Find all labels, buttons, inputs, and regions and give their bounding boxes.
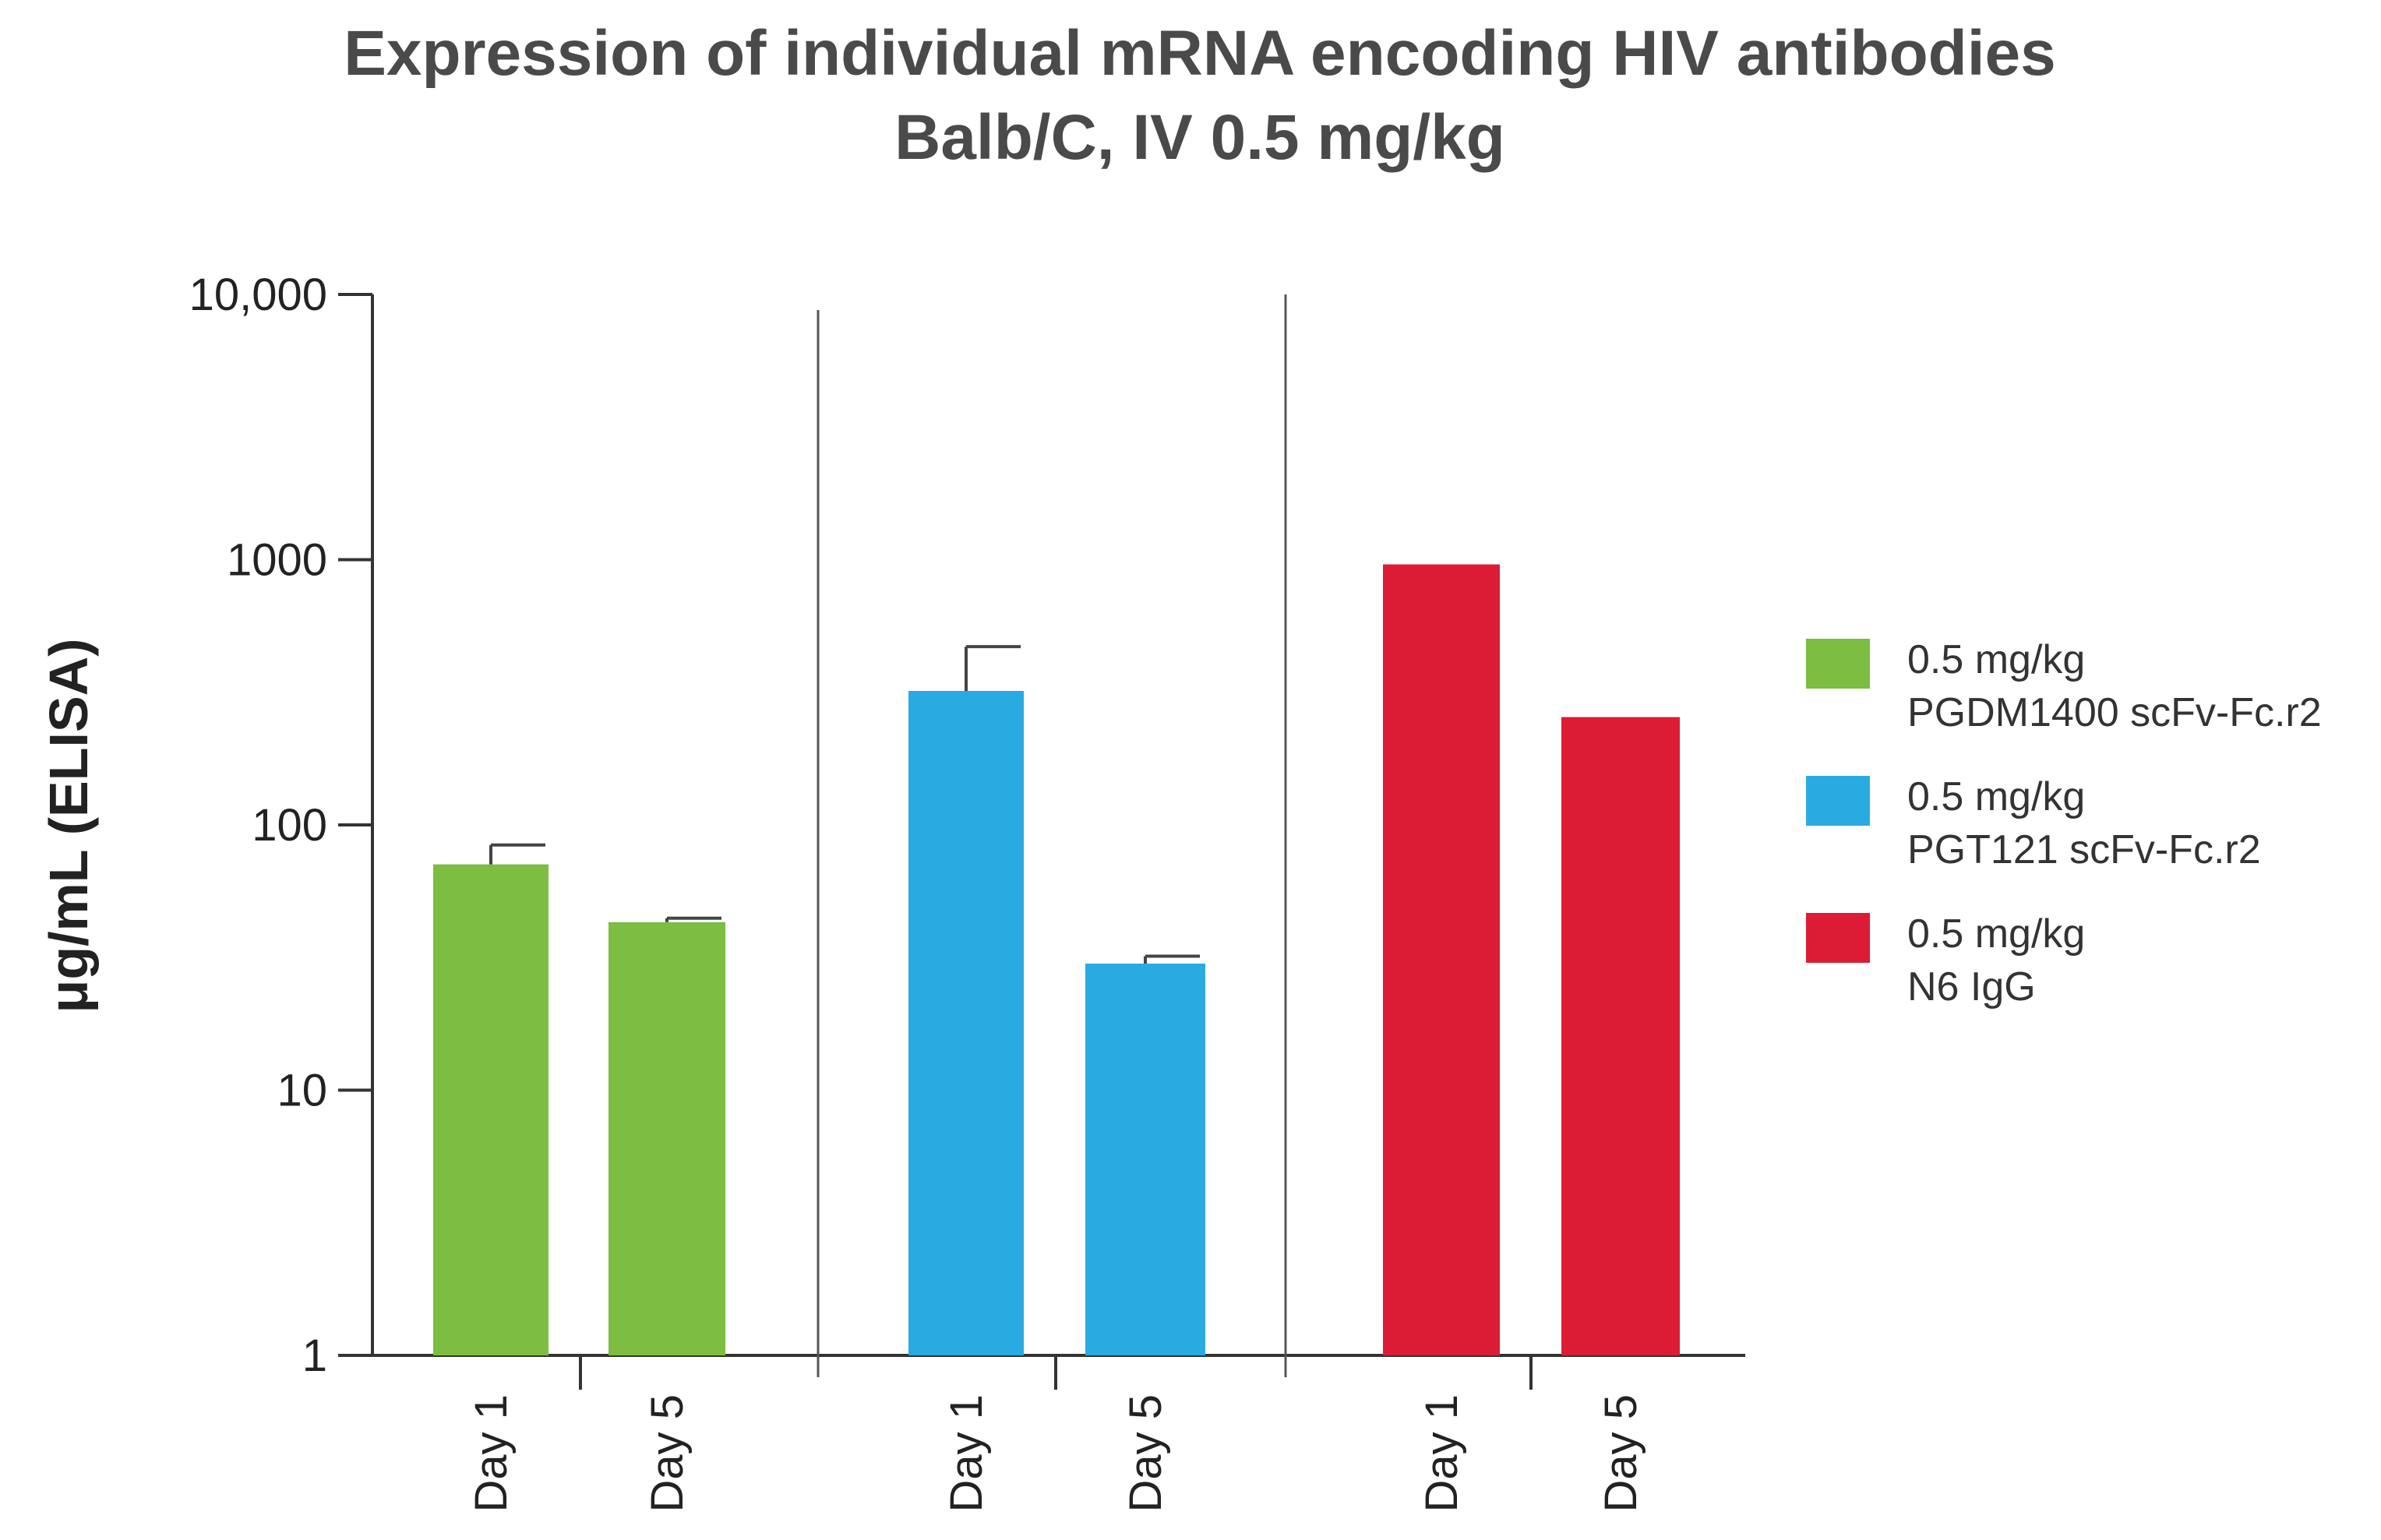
bar (433, 864, 549, 1355)
x-tick-label: Day 5 (642, 1394, 693, 1513)
legend: 0.5 mg/kg PGDM1400 scFv-Fc.r2 0.5 mg/kg PGT… (1806, 637, 2322, 1010)
y-tick-label: 10 (277, 1066, 327, 1116)
y-tick-label: 100 (252, 800, 327, 851)
legend-label-dose: 0.5 mg/kg (1907, 911, 2085, 957)
x-tick-label: Day 1 (1416, 1394, 1467, 1513)
x-tick-label: Day 5 (1596, 1394, 1646, 1513)
x-tick-label: Day 5 (1120, 1394, 1171, 1513)
y-tick-label: 1000 (227, 535, 327, 586)
legend-label-dose: 0.5 mg/kg (1907, 637, 2085, 682)
legend-label-name: PGT121 scFv-Fc.r2 (1907, 827, 2261, 872)
legend-swatch (1806, 776, 1870, 826)
bar (1085, 964, 1205, 1355)
bar (1383, 564, 1500, 1355)
legend-label-dose: 0.5 mg/kg (1907, 774, 2085, 819)
y-tick-label: 1 (302, 1330, 327, 1381)
bar (1561, 717, 1680, 1355)
bar (608, 922, 725, 1355)
y-axis-label: μg/mL (ELISA) (38, 639, 99, 1013)
plot-area: 1 10 100 1000 10,000 Day 1 Day 5 Day 1 Day 5 Day … (189, 270, 1745, 1513)
y-tick-label: 10,000 (189, 270, 327, 320)
chart-title: Expression of individual mRNA encoding H… (344, 18, 2056, 89)
chart-subtitle: Balb/C, IV 0.5 mg/kg (894, 102, 1505, 173)
x-tick-label: Day 1 (466, 1394, 517, 1513)
legend-swatch (1806, 639, 1870, 689)
legend-swatch (1806, 913, 1870, 963)
legend-label-name: PGDM1400 scFv-Fc.r2 (1907, 690, 2322, 735)
bar (908, 690, 1024, 1355)
x-tick-label: Day 1 (941, 1394, 992, 1513)
legend-label-name: N6 IgG (1907, 964, 2036, 1010)
